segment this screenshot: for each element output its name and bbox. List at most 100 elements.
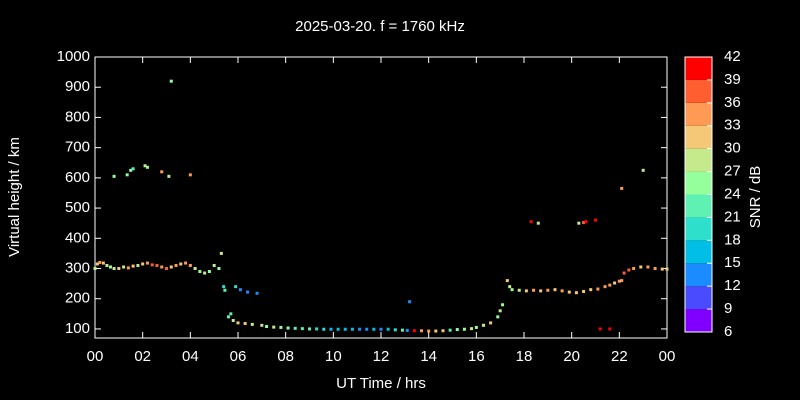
point <box>589 288 593 292</box>
colorbar-bin <box>685 171 712 195</box>
point <box>441 329 445 333</box>
point <box>188 173 192 177</box>
point <box>496 315 500 319</box>
point <box>501 303 505 307</box>
point <box>179 262 183 266</box>
colorbar-tick-label: 9 <box>724 300 732 317</box>
point <box>122 265 126 269</box>
point <box>141 262 145 266</box>
point <box>427 329 431 333</box>
point <box>608 327 612 331</box>
x-tick-label: 10 <box>325 348 342 365</box>
x-tick-label: 22 <box>611 348 628 365</box>
point <box>343 327 347 331</box>
colorbar-tick-label: 18 <box>724 231 741 248</box>
y-tick-label: 500 <box>65 199 90 216</box>
colorbar-tick-label: 21 <box>724 208 741 225</box>
point <box>286 326 290 330</box>
point <box>639 265 643 269</box>
colorbar-bin <box>685 125 712 149</box>
colorbar-tick-label: 6 <box>724 323 732 340</box>
point <box>243 321 247 325</box>
point <box>405 328 409 332</box>
point <box>145 261 149 265</box>
y-tick-label: 900 <box>65 78 90 95</box>
point <box>165 267 168 271</box>
point <box>603 285 607 289</box>
point <box>229 312 233 316</box>
point <box>584 220 588 224</box>
point <box>219 251 223 255</box>
point <box>470 327 474 331</box>
x-tick-label: 14 <box>420 348 437 365</box>
colorbar-bin <box>685 194 712 218</box>
point <box>222 285 226 289</box>
colorbar-tick-label: 39 <box>724 71 741 88</box>
x-tick-label: 20 <box>563 348 580 365</box>
point <box>598 327 602 331</box>
y-tick-label: 200 <box>65 290 90 307</box>
point <box>660 267 664 271</box>
point <box>386 327 390 331</box>
point <box>238 288 242 292</box>
y-tick-label: 700 <box>65 139 90 156</box>
point <box>143 164 147 168</box>
point <box>293 326 297 330</box>
point <box>517 288 521 292</box>
point <box>646 265 650 269</box>
colorbar-bin <box>685 217 712 241</box>
x-tick-label: 16 <box>468 348 485 365</box>
point <box>322 327 326 331</box>
colorbar-tick-label: 42 <box>724 48 741 65</box>
point <box>126 266 130 270</box>
point <box>212 263 216 267</box>
point <box>131 264 135 268</box>
point <box>223 288 227 292</box>
point <box>101 261 105 265</box>
point <box>455 328 459 332</box>
y-tick-label: 400 <box>65 229 90 246</box>
point <box>174 263 178 267</box>
point <box>260 323 264 327</box>
point <box>420 329 424 333</box>
colorbar-bin <box>685 57 712 80</box>
colorbar-tick-label: 12 <box>724 277 741 294</box>
colorbar-tick-label: 24 <box>724 185 741 202</box>
chart-title: 2025-03-20. f = 1760 kHz <box>295 18 465 35</box>
point <box>393 328 397 332</box>
y-tick-label: 300 <box>65 259 90 276</box>
point <box>336 327 340 331</box>
point <box>505 279 509 283</box>
point <box>620 279 624 283</box>
colorbar-bin <box>685 148 712 172</box>
point <box>594 218 597 222</box>
point <box>462 327 466 331</box>
point <box>510 288 514 292</box>
point <box>536 221 540 225</box>
colorbar-bin <box>685 79 712 103</box>
colorbar-bin <box>685 102 712 126</box>
point <box>255 291 259 295</box>
point <box>93 267 97 271</box>
point <box>379 327 383 331</box>
colorbar-label: SNR / dB <box>747 166 764 229</box>
point <box>498 309 502 313</box>
point <box>217 267 221 271</box>
point <box>560 289 564 293</box>
point <box>136 263 140 267</box>
point <box>265 325 269 329</box>
point <box>532 288 536 292</box>
y-tick-label: 1000 <box>57 48 90 65</box>
x-tick-label: 06 <box>230 348 247 365</box>
point <box>358 327 362 331</box>
y-tick-label: 100 <box>65 320 90 337</box>
x-axis-label: UT Time / hrs <box>336 375 426 392</box>
point <box>567 290 571 294</box>
point <box>408 300 412 304</box>
point <box>112 267 116 271</box>
colorbar-tick-label: 33 <box>724 117 741 134</box>
point <box>481 323 485 327</box>
point <box>653 267 657 271</box>
